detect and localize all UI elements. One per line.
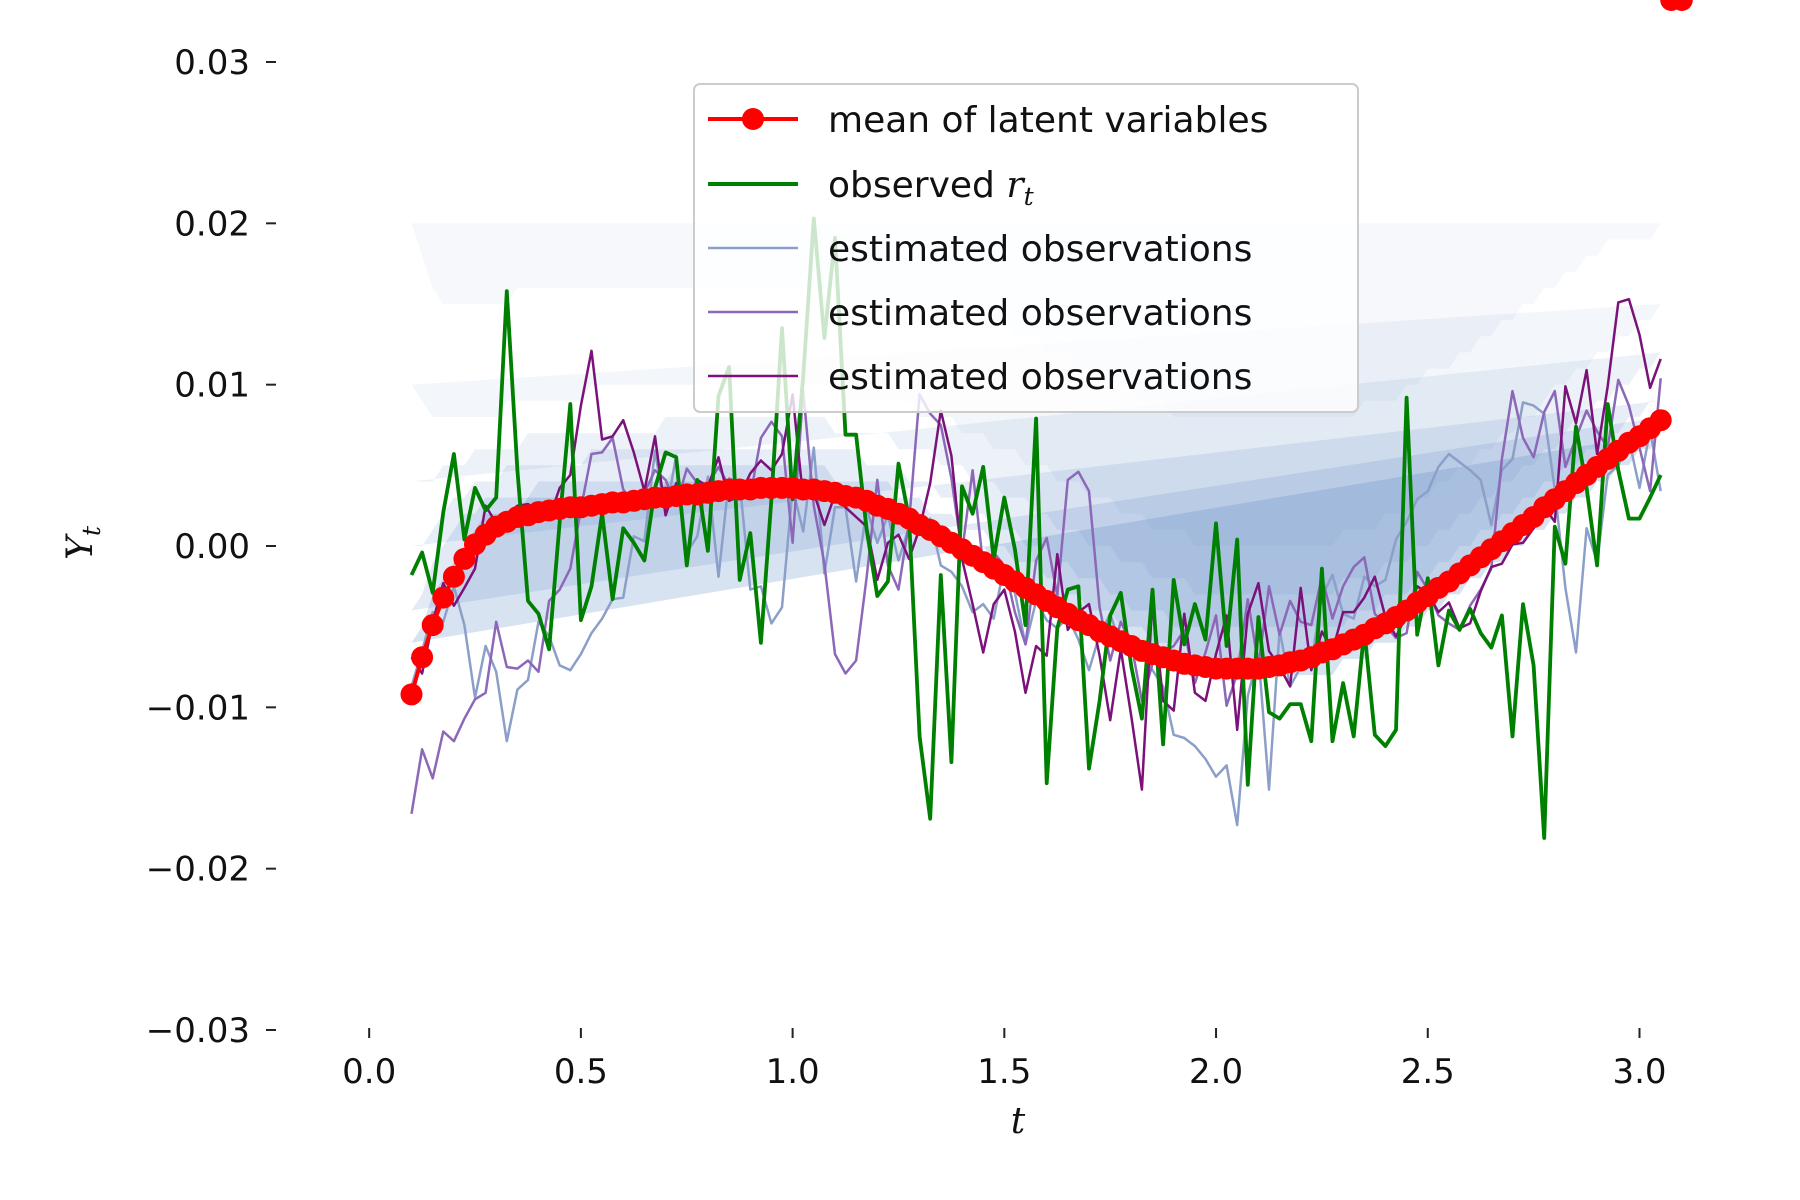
x-tick-label: 0.5 [554,1052,608,1092]
y-axis: 0.03 0.02 0.01 0.00 −0.01 −0.02 −0.03 [146,43,276,1051]
legend-entry-mean: mean of latent variables [708,100,1268,141]
y-axis-label: Yt [60,525,106,560]
legend-swatch-mean-marker [742,108,764,130]
y-tick-label: −0.03 [146,1011,250,1051]
y-tick-label: 0.01 [174,366,250,406]
legend-label-observed-subscript: t [1024,182,1035,211]
mean-point [1649,409,1672,432]
legend: mean of latent variables observed rt est… [693,83,1359,413]
x-tick-label: 3.0 [1612,1052,1666,1092]
x-tick-label: 1.0 [766,1052,820,1092]
y-tick-label: 0.02 [174,204,250,244]
legend-entry-est3: estimated observations [708,357,1252,398]
x-tick-label: 2.0 [1189,1052,1243,1092]
legend-entry-est2: estimated observations [708,293,1252,334]
x-tick-label: 1.5 [977,1052,1031,1092]
x-axis-label: t [1011,1101,1026,1142]
mean-point [400,683,423,706]
series-lines [400,0,1693,840]
mean-point [1670,0,1693,11]
legend-label-observed-symbol: r [1006,165,1025,206]
y-axis-label-subscript: t [77,525,106,536]
series-line-est2 [410,378,1662,815]
y-tick-label: 0.03 [174,43,250,83]
legend-entry-est1: estimated observations [708,229,1252,270]
legend-label-observed: observed rt [828,165,1035,211]
y-tick-label: −0.01 [146,688,250,728]
legend-entry-observed: observed rt [708,165,1035,211]
x-tick-label: 0.0 [342,1052,396,1092]
y-tick-label: −0.02 [146,850,250,890]
series-line-observed [409,216,1663,840]
legend-label-observed-text: observed [828,165,1006,206]
mean-point [432,586,455,609]
y-axis-label-base: Y [60,533,101,560]
x-tick-label: 2.5 [1401,1052,1455,1092]
series-line-est3 [410,297,1662,791]
legend-label-mean: mean of latent variables [828,100,1268,141]
mean-point [421,614,444,637]
mean-point [442,565,465,588]
legend-label-est3: estimated observations [828,357,1252,398]
legend-label-est1: estimated observations [828,229,1252,270]
x-axis: 0.0 0.5 1.0 1.5 2.0 2.5 3.0 [342,1028,1667,1092]
mean-point [411,646,434,669]
y-tick-label: 0.00 [174,527,250,567]
legend-label-est2: estimated observations [828,293,1252,334]
uncertainty-band-3 [411,400,1661,627]
legend-frame [693,83,1359,413]
